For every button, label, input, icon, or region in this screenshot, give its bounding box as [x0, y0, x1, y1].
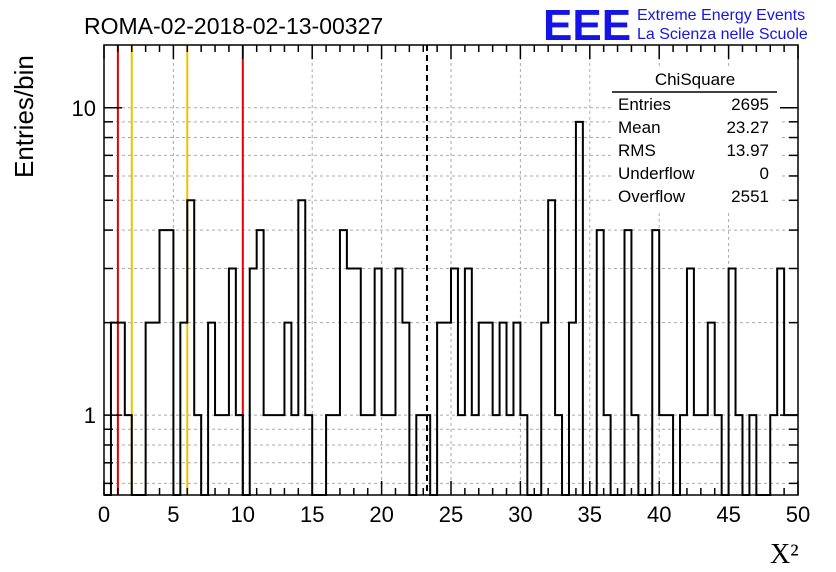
- run-title: ROMA-02-2018-02-13-00327: [84, 13, 383, 39]
- stats-label-overflow: Overflow: [618, 187, 686, 206]
- histogram-bin: [451, 268, 458, 495]
- histogram-bin: [298, 200, 305, 495]
- histogram-bin: [569, 323, 576, 495]
- histogram-bin: [729, 268, 736, 495]
- histogram-bin: [257, 230, 264, 495]
- stats-value-underflow: 0: [760, 164, 769, 183]
- x-tick-label: 0: [98, 502, 110, 527]
- x-tick-label: 15: [300, 502, 324, 527]
- logo-tagline-2: La Scienza nelle Scuole: [637, 26, 808, 43]
- histogram-bin: [160, 230, 167, 495]
- histogram-bin: [153, 323, 160, 495]
- histogram-bin: [486, 323, 493, 495]
- y-axis-title: Entries/bin: [9, 55, 39, 178]
- stats-background: [611, 66, 779, 210]
- y-tick-labels: 1 10: [72, 96, 96, 428]
- stats-label-entries: Entries: [618, 95, 671, 114]
- x-tick-label: 50: [786, 502, 810, 527]
- y-tick-label: 1: [84, 403, 96, 428]
- stats-value-overflow: 2551: [731, 187, 769, 206]
- x-tick-label: 35: [578, 502, 602, 527]
- histogram-bin: [375, 268, 382, 495]
- x-tick-label: 40: [647, 502, 671, 527]
- x-tick-label: 10: [231, 502, 255, 527]
- histogram-bin: [250, 268, 257, 495]
- histogram-bin: [437, 323, 444, 495]
- axis-ticks: [103, 45, 799, 495]
- y-tick-label: 10: [72, 96, 96, 121]
- histogram-bin: [652, 230, 659, 495]
- histogram-bin: [465, 268, 472, 495]
- histogram-bin: [146, 323, 153, 495]
- x-axis-title: X²: [770, 539, 799, 570]
- histogram-bin: [548, 200, 555, 495]
- histogram-steps: [104, 120, 798, 496]
- x-tick-label: 20: [369, 502, 393, 527]
- histogram-bin: [284, 323, 291, 495]
- histogram-bin: [402, 323, 409, 495]
- histogram-bin: [187, 200, 194, 495]
- histogram-bin: [500, 323, 507, 495]
- histogram-bin: [340, 230, 347, 495]
- histogram-bin: [541, 323, 548, 495]
- histogram-bin: [118, 323, 125, 495]
- stats-label-underflow: Underflow: [618, 164, 695, 183]
- histogram-bin: [347, 268, 354, 495]
- histogram-bin: [444, 323, 451, 495]
- stats-box: ChiSquare Entries 2695 Mean 23.27 RMS 13…: [611, 66, 779, 210]
- histogram-bin: [229, 268, 236, 495]
- stats-value-mean: 23.27: [726, 118, 769, 137]
- stats-value-entries: 2695: [731, 95, 769, 114]
- histogram-bin: [166, 230, 173, 495]
- histogram-bin: [395, 268, 402, 495]
- histogram-bin: [479, 323, 486, 495]
- histogram-bin: [777, 268, 784, 495]
- x-tick-label: 25: [439, 502, 463, 527]
- histogram-bin: [625, 230, 632, 495]
- histogram-bin: [708, 323, 715, 495]
- logo-tagline-1: Extreme Energy Events: [637, 7, 805, 24]
- histogram-bin: [687, 268, 694, 495]
- x-tick-label: 30: [508, 502, 532, 527]
- histogram-bin: [111, 323, 118, 495]
- histogram-bin: [180, 323, 187, 495]
- histogram-bin: [208, 323, 215, 495]
- histogram-bin: [513, 323, 520, 495]
- x-tick-labels: 0 5 10 15 20 25 30 35 40 45 50: [98, 502, 810, 527]
- x-tick-label: 5: [167, 502, 179, 527]
- histogram-bin: [597, 230, 604, 495]
- stats-name: ChiSquare: [655, 70, 735, 89]
- x-tick-label: 45: [716, 502, 740, 527]
- histogram-bin: [576, 122, 583, 495]
- stats-label-mean: Mean: [618, 118, 661, 137]
- histogram-bin: [354, 268, 361, 495]
- eee-logo: EEE: [543, 1, 631, 50]
- stats-value-rms: 13.97: [726, 141, 769, 160]
- stats-label-rms: RMS: [618, 141, 656, 160]
